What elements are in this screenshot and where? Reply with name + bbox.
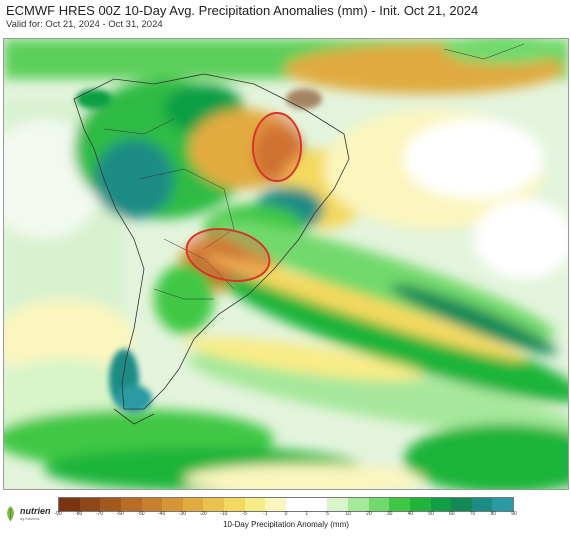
colorbar-swatch	[306, 498, 328, 511]
colorbar-swatch	[286, 498, 307, 511]
colorbar-swatch	[451, 498, 472, 511]
colorbar-ticks: -90 -80 -70 -60 -50 -40 -30 -20 -10 -5 -1 0 1 5 10 20 30…	[54, 511, 517, 519]
colorbar-tick-label: 70	[469, 511, 476, 517]
dry-highlight-southern-brazil	[185, 228, 271, 282]
colorbar-swatch	[471, 498, 493, 511]
map-canvas	[4, 39, 568, 489]
colorbar-tick-label: -5	[242, 511, 247, 517]
colorbar-tick-label: -30	[178, 511, 186, 517]
map-title: ECMWF HRES 00Z 10-Day Avg. Precipitation…	[6, 3, 479, 18]
colorbar-tick-label: -50	[137, 511, 145, 517]
colorbar-swatch	[203, 498, 225, 511]
colorbar-swatch	[79, 498, 101, 511]
colorbar-tick-label: -10	[220, 511, 228, 517]
colorbar-label: 10-Day Precipitation Anomaly (mm)	[223, 520, 349, 529]
colorbar-tick-label: -40	[158, 511, 166, 517]
colorbar-tick-label: -1	[263, 511, 268, 517]
colorbar-tick-label: 10	[345, 511, 351, 517]
colorbar-swatch	[389, 498, 410, 511]
colorbar-swatch	[265, 498, 287, 511]
colorbar-tick-label: 1	[305, 511, 309, 517]
anomaly-detail	[76, 89, 322, 413]
colorbar-swatch	[327, 498, 348, 511]
colorbar-tick-label: 20	[366, 511, 372, 517]
colorbar-swatch	[120, 498, 142, 511]
colorbar-tick-label: 40	[407, 511, 414, 517]
leaf-icon	[7, 506, 14, 521]
colorbar-tick-label: 80	[490, 511, 497, 517]
colorbar-swatch	[182, 498, 204, 511]
colorbar-swatch	[409, 498, 431, 511]
colorbar-tick-label: -80	[75, 511, 83, 517]
colorbar-swatch	[347, 498, 369, 511]
colorbar-tick-label: 50	[428, 511, 434, 517]
colorbar-swatch	[141, 498, 163, 511]
colorbar-swatch	[368, 498, 390, 511]
colorbar-swatch	[224, 498, 245, 511]
nutrien-logo: nutrien Ag Solutions	[4, 503, 54, 525]
logo-tagline: Ag Solutions	[20, 517, 40, 521]
colorbar-swatch	[100, 498, 121, 511]
colorbar-tick-label: 90	[511, 511, 517, 517]
colorbar-tick-label: -60	[116, 511, 124, 517]
colorbar-tick-label: -20	[199, 511, 207, 517]
legend-area: nutrien Ag Solutions -90 -80 -70 -60 -50 -40-…	[0, 490, 571, 536]
colorbar-swatch	[492, 498, 514, 511]
precipitation-anomaly-map	[3, 38, 569, 490]
colorbar-swatch	[430, 498, 452, 511]
dry-highlight-central-brazil	[252, 112, 302, 182]
colorbar-tick-label: -70	[95, 511, 104, 517]
colorbar-swatch	[244, 498, 266, 511]
logo-wordmark: nutrien	[20, 506, 51, 516]
valid-period: Valid for: Oct 21, 2024 - Oct 31, 2024	[6, 19, 163, 30]
colorbar-swatch	[59, 498, 80, 511]
colorbar	[58, 497, 514, 512]
colorbar-tick-label: 30	[386, 511, 393, 517]
colorbar-swatch	[162, 498, 183, 511]
colorbar-tick-label: 0	[284, 511, 288, 517]
colorbar-tick-label: -90	[54, 511, 62, 517]
anomaly-field	[4, 39, 568, 489]
colorbar-tick-label: 60	[449, 511, 455, 517]
colorbar-tick-label: 5	[326, 511, 329, 517]
